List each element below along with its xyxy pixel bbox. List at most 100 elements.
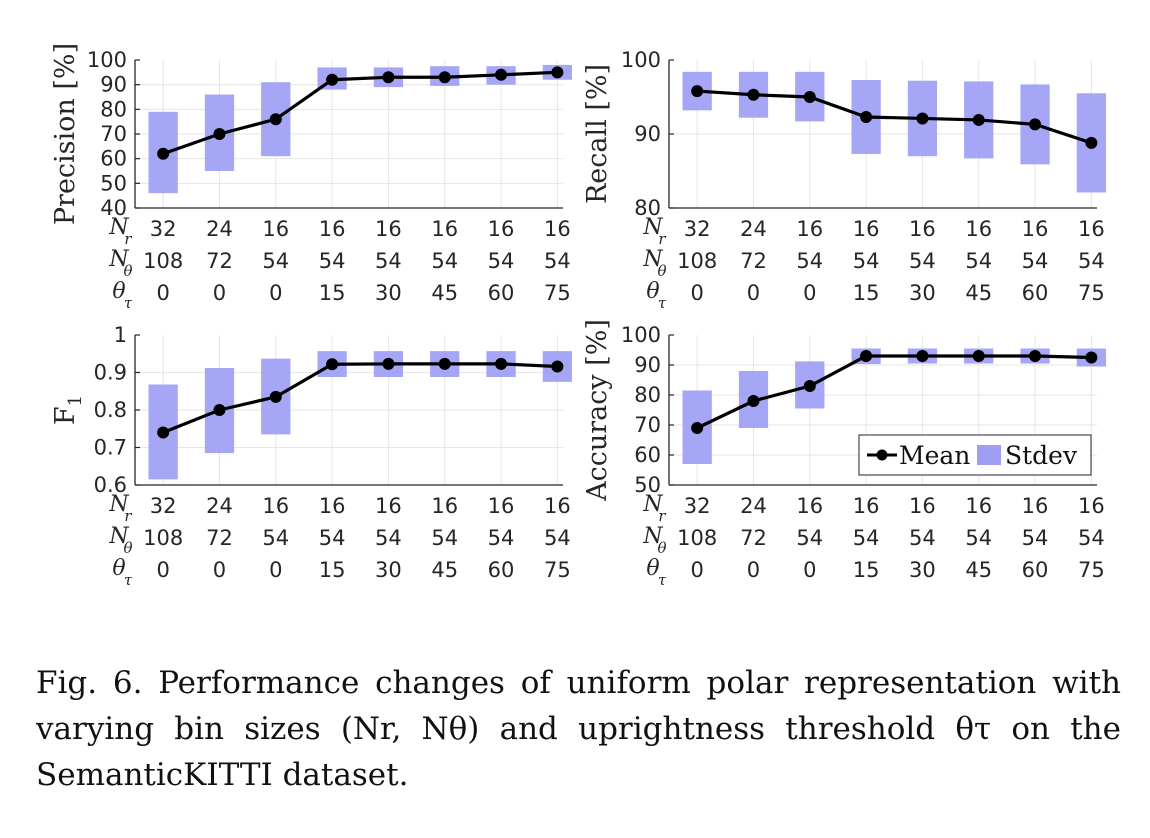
row-label-sub-theta_tau: τ	[658, 294, 667, 312]
mean-point	[747, 395, 760, 407]
x-tick-label: 32	[150, 217, 177, 241]
x-tick-label: 16	[965, 217, 992, 241]
x-tick-label: 0	[747, 558, 760, 582]
row-label-N_theta: N	[642, 524, 663, 549]
x-tick-label: 16	[488, 217, 515, 241]
x-tick-label: 30	[909, 281, 936, 305]
mean-point	[916, 112, 929, 125]
x-tick-label: 72	[206, 526, 233, 550]
y-tick-label: 1	[114, 323, 127, 347]
x-tick-label: 54	[1078, 526, 1105, 550]
x-tick-label: 45	[965, 281, 992, 305]
legend-stdev-swatch	[977, 445, 1001, 465]
x-tick-label: 15	[319, 281, 346, 305]
row-label-theta_tau: θ	[112, 279, 125, 304]
mean-point	[438, 71, 451, 84]
x-tick-label: 54	[375, 526, 402, 550]
x-tick-label: 54	[488, 526, 515, 550]
row-label-sub-N_r: r	[124, 230, 132, 248]
mean-point	[691, 422, 704, 434]
x-tick-label: 16	[1078, 217, 1105, 241]
x-tick-label: 54	[909, 526, 936, 550]
x-tick-label: 16	[375, 217, 402, 241]
mean-point	[551, 66, 564, 79]
mean-point	[1085, 136, 1098, 149]
row-label-sub-theta_tau: τ	[124, 294, 133, 312]
mean-point	[157, 147, 170, 160]
x-tick-label: 0	[803, 558, 816, 582]
x-tick-label: 15	[853, 281, 880, 305]
x-tick-label: 0	[747, 281, 760, 305]
row-label-sub-N_r: r	[658, 507, 666, 525]
x-tick-label: 45	[431, 558, 458, 582]
row-label-N_theta: N	[642, 247, 663, 272]
x-tick-label: 54	[1022, 526, 1049, 550]
row-label-sub-theta_tau: τ	[124, 571, 133, 589]
legend-label-stdev: Stdev	[1005, 441, 1078, 470]
mean-point	[916, 350, 929, 362]
x-tick-label: 16	[1022, 494, 1049, 518]
chart-panel-3: 0.6 0.7 0.8 0.9 1 F1 Nr 32 24 16 16 16 16 16 16 Nθ 108 72…	[50, 323, 573, 589]
x-tick-label: 0	[213, 281, 226, 305]
y-tick-label: 80	[634, 383, 661, 407]
x-tick-label: 24	[206, 217, 233, 241]
mean-point	[382, 71, 395, 84]
x-tick-label: 0	[803, 281, 816, 305]
x-tick-label: 16	[796, 494, 823, 518]
mean-point	[213, 128, 226, 140]
x-tick-label: 0	[156, 558, 169, 582]
legend-box	[858, 434, 1092, 476]
mean-point	[157, 426, 170, 439]
mean-point	[269, 390, 282, 403]
mean-point	[326, 73, 339, 86]
x-tick-label: 54	[1022, 249, 1049, 273]
x-tick-label: 24	[740, 494, 767, 518]
y-axis-label: Accuracy [%]	[582, 319, 613, 502]
y-tick-label: 80	[634, 196, 661, 220]
x-tick-label: 30	[909, 558, 936, 582]
x-tick-label: 72	[740, 249, 767, 273]
x-tick-label: 54	[796, 249, 823, 273]
x-tick-label: 16	[319, 494, 346, 518]
legend-mean-marker	[876, 449, 888, 461]
mean-point	[860, 350, 873, 362]
x-tick-label: 75	[1078, 558, 1105, 582]
row-label-N_theta: N	[108, 524, 129, 549]
x-tick-label: 54	[909, 249, 936, 273]
x-tick-label: 16	[544, 494, 571, 518]
x-tick-label: 54	[853, 526, 880, 550]
x-tick-label: 45	[965, 558, 992, 582]
y-tick-label: 70	[634, 413, 661, 437]
row-label-sub-N_theta: θ	[123, 262, 132, 280]
x-tick-label: 60	[1022, 281, 1049, 305]
x-tick-label: 16	[544, 217, 571, 241]
x-tick-label: 32	[684, 217, 711, 241]
y-tick-label: 0.9	[94, 361, 127, 385]
x-tick-label: 16	[262, 494, 289, 518]
mean-point	[438, 357, 451, 370]
mean-point	[747, 88, 760, 101]
x-tick-label: 60	[1022, 558, 1049, 582]
y-tick-label: 0.8	[94, 398, 127, 422]
x-tick-label: 54	[853, 249, 880, 273]
x-tick-label: 75	[544, 558, 571, 582]
x-tick-label: 16	[375, 494, 402, 518]
chart-panel-4: 50 60 70 80 90 100 Accuracy [%] Nr 32 24 16 16 16 16 1…	[582, 319, 1107, 589]
x-tick-label: 60	[488, 558, 515, 582]
y-tick-label: 0.7	[94, 436, 127, 460]
x-tick-label: 30	[375, 281, 402, 305]
mean-point	[269, 113, 282, 126]
x-tick-label: 54	[544, 526, 571, 550]
x-tick-label: 54	[544, 249, 571, 273]
y-tick-label: 100	[87, 48, 127, 72]
y-axis-label: F1	[50, 395, 86, 425]
y-tick-label: 40	[100, 196, 127, 220]
mean-point	[860, 110, 873, 123]
x-tick-label: 54	[262, 526, 289, 550]
legend-label-mean: Mean	[899, 441, 970, 470]
y-tick-label: 100	[621, 48, 661, 72]
x-tick-label: 54	[488, 249, 515, 273]
x-tick-label: 16	[1078, 494, 1105, 518]
